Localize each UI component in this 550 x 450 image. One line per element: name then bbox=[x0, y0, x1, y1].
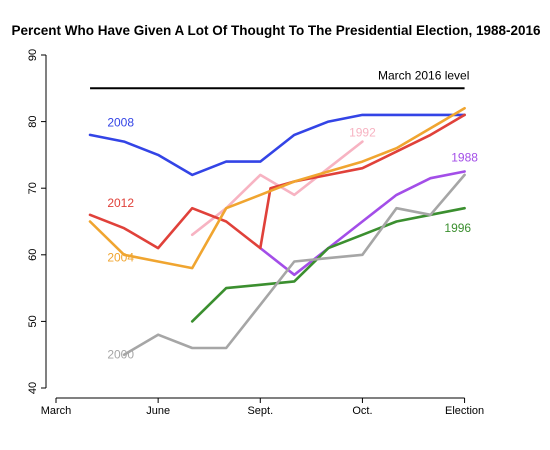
y-tick-label: 60 bbox=[27, 249, 39, 261]
reference-line-group: March 2016 level bbox=[90, 68, 469, 90]
x-tick-label: March bbox=[41, 405, 72, 417]
series-label-2008: 2008 bbox=[107, 115, 134, 129]
series-label-2004: 2004 bbox=[107, 250, 134, 264]
series-label-2000: 2000 bbox=[107, 348, 134, 362]
series-line-2004 bbox=[88, 107, 466, 270]
series-line-2012 bbox=[88, 113, 466, 250]
x-tick-label: Sept. bbox=[247, 405, 273, 417]
series-line-2008 bbox=[88, 113, 466, 177]
y-tick-label: 70 bbox=[27, 182, 39, 194]
y-tick-label: 80 bbox=[27, 115, 39, 127]
axes: 40 50 60 70 80 90 March June Sept. Oct. Election bbox=[27, 49, 484, 417]
x-tick-label: Election bbox=[445, 405, 484, 417]
series-line-1996 bbox=[190, 206, 466, 323]
series-group bbox=[88, 107, 466, 357]
y-tick-label: 90 bbox=[27, 49, 39, 61]
series-label-1992: 1992 bbox=[349, 125, 376, 139]
series-line-2000 bbox=[122, 173, 466, 357]
series-labels: 2008 1992 1988 2012 2004 1996 2000 bbox=[107, 115, 478, 361]
series-label-1996: 1996 bbox=[444, 221, 471, 235]
series-line-1988 bbox=[258, 170, 466, 277]
chart-title: Percent Who Have Given A Lot Of Thought … bbox=[11, 23, 541, 38]
y-tick-label: 40 bbox=[27, 382, 39, 394]
series-label-1988: 1988 bbox=[451, 151, 478, 165]
series-label-2012: 2012 bbox=[107, 196, 134, 210]
x-tick-label: June bbox=[146, 405, 170, 417]
series-line-1992 bbox=[190, 140, 364, 237]
x-tick-label: Oct. bbox=[352, 405, 372, 417]
y-tick-label: 50 bbox=[27, 315, 39, 327]
reference-line-label: March 2016 level bbox=[378, 68, 469, 82]
